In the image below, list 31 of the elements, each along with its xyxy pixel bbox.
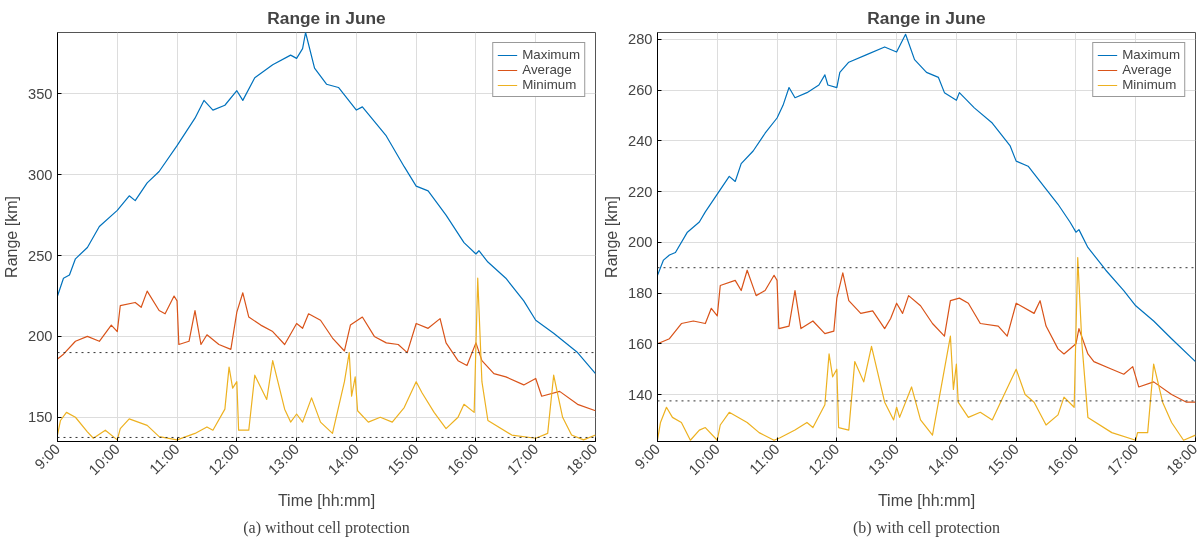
y-axis-title: Range [km] [603,196,621,278]
chart-title: Range in June [267,7,387,28]
y-tick-label: 280 [628,31,653,48]
y-tick-label: 300 [28,166,53,183]
y-tick-label: 240 [628,132,653,149]
y-tick-label: 350 [28,85,53,102]
text: (a) without cell protection [243,518,410,537]
line-series [657,269,1196,403]
chart-title: Range in June [867,7,987,28]
y-tick-label: 220 [628,183,653,200]
legend-label: Minimum [1122,77,1177,92]
y-axis-title: Range [km] [3,196,21,278]
legend-label: Average [522,62,572,77]
line-series [57,32,596,375]
y-tick-label: 260 [628,82,653,99]
legend-label: Maximum [1122,47,1180,62]
y-tick-label: 140 [628,386,653,403]
y-tick-label: 160 [628,335,653,352]
y-tick-label: 180 [628,285,653,302]
y-tick-label: 200 [628,234,653,251]
line-series [657,33,1196,363]
y-tick-label: 150 [28,409,53,426]
legend-label: Maximum [522,47,580,62]
legend-label: Average [1122,62,1172,77]
line-series [57,290,596,412]
x-axis-title: Time [hh:mm] [277,491,376,509]
legend-label: Minimum [522,77,577,92]
y-tick-label: 200 [28,328,53,345]
x-axis-title: Time [hh:mm] [877,491,976,509]
text: (b) with cell protection [852,518,1001,537]
y-tick-label: 250 [28,247,53,264]
